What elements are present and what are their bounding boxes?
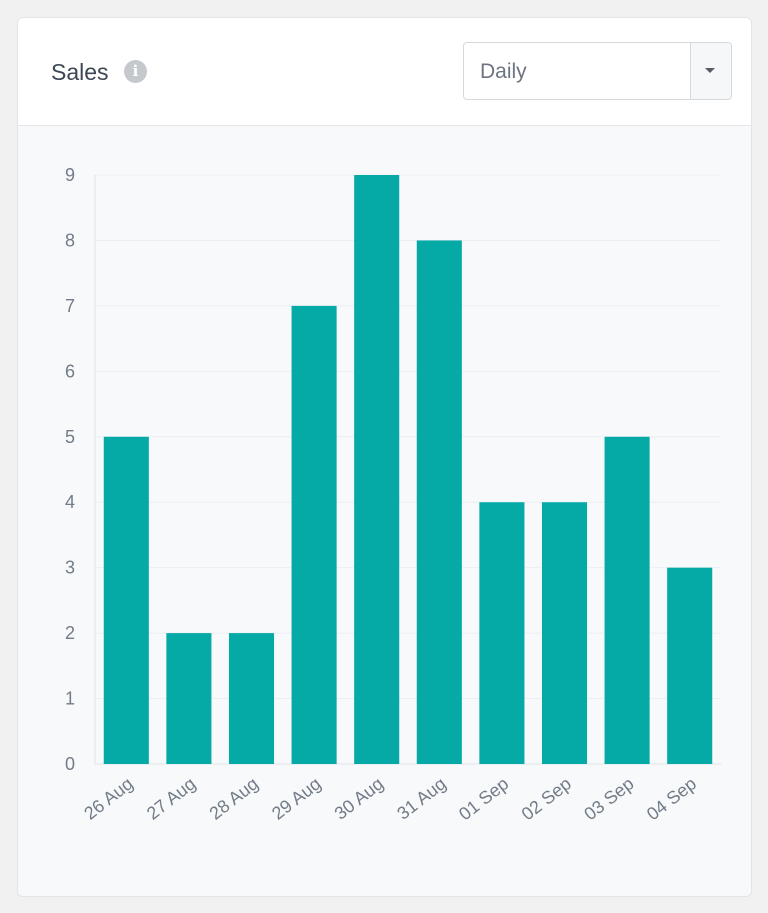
info-icon[interactable]: i xyxy=(124,60,147,83)
bar xyxy=(166,633,212,764)
y-tick-label: 7 xyxy=(65,296,75,316)
sales-bar-chart: 0 1 2 3 4 5 6 7 8 9 26 Aug 27 Aug 28 Aug 29 Aug 30 Aug… xyxy=(65,165,721,824)
y-tick-label: 3 xyxy=(65,558,75,578)
card-header: Sales i Daily xyxy=(18,18,751,126)
y-tick-label: 9 xyxy=(65,165,75,185)
bar xyxy=(354,175,400,764)
x-tick-label: 31 Aug xyxy=(393,773,449,823)
bar xyxy=(541,502,588,764)
x-tick-label: 29 Aug xyxy=(268,773,324,823)
x-tick-label: 01 Sep xyxy=(455,773,512,824)
x-tick-label: 28 Aug xyxy=(205,773,261,823)
y-tick-label: 6 xyxy=(65,361,75,381)
bar xyxy=(604,436,650,764)
y-tick-label: 0 xyxy=(65,754,75,774)
bar xyxy=(667,567,713,764)
y-tick-label: 1 xyxy=(65,689,75,709)
card-title: Sales xyxy=(51,59,109,85)
bar xyxy=(479,502,525,764)
x-tick-label: 04 Sep xyxy=(643,773,700,824)
x-tick-label: 30 Aug xyxy=(331,773,387,823)
period-select[interactable]: Daily xyxy=(463,42,732,100)
x-tick-label: 02 Sep xyxy=(518,773,575,824)
x-tick-label: 27 Aug xyxy=(143,773,199,823)
bar xyxy=(416,240,462,764)
chart-area: 0 1 2 3 4 5 6 7 8 9 26 Aug 27 Aug 28 Aug 29 Aug 30 Aug… xyxy=(18,126,751,896)
bar xyxy=(228,633,275,764)
dropdown-toggle[interactable] xyxy=(690,43,731,99)
y-tick-label: 4 xyxy=(65,492,75,512)
caret-down-icon xyxy=(705,68,715,73)
bar xyxy=(291,305,337,764)
y-tick-label: 5 xyxy=(65,427,75,447)
sales-card: Sales i Daily 0 1 2 3 4 5 6 7 8 9 26 Aug 27 Aug 28 A… xyxy=(17,17,752,897)
x-tick-label: 03 Sep xyxy=(580,773,637,824)
bar xyxy=(103,436,149,764)
period-select-value: Daily xyxy=(480,60,527,83)
y-tick-label: 8 xyxy=(65,230,75,250)
y-tick-label: 2 xyxy=(65,623,75,643)
x-tick-label: 26 Aug xyxy=(80,773,136,823)
